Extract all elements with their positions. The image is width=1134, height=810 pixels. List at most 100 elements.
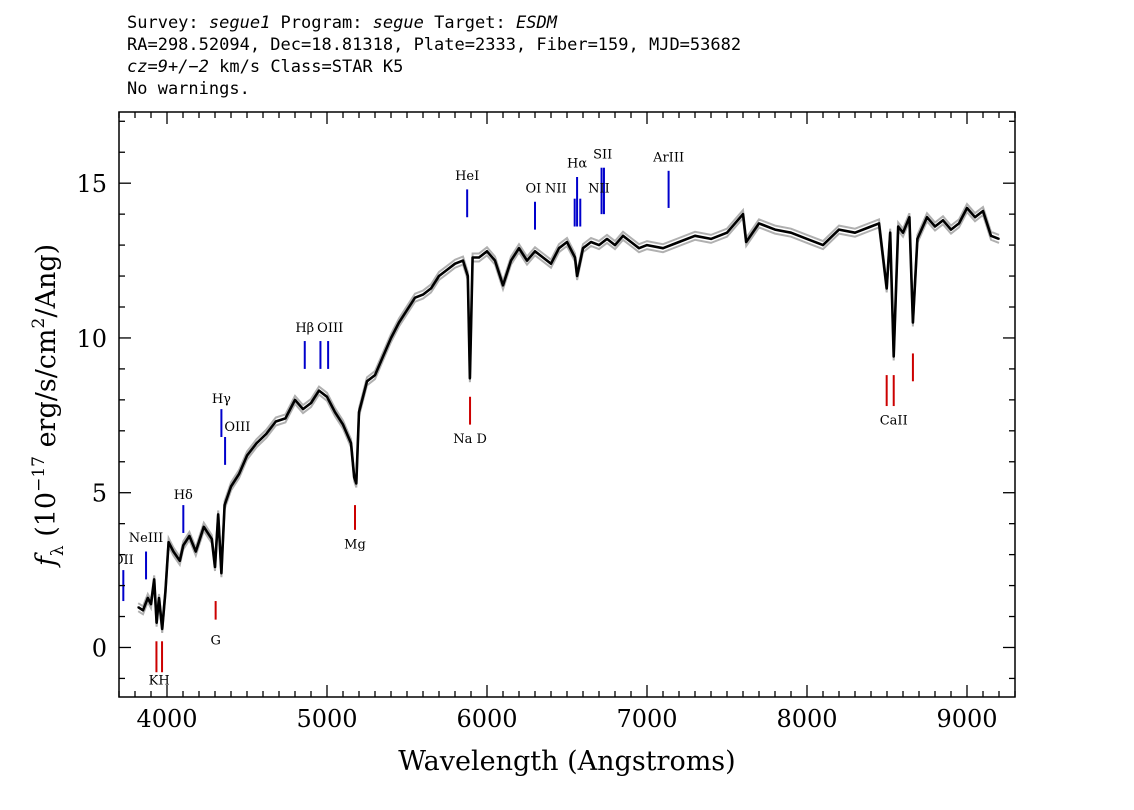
emission-line-label: OIII — [224, 420, 250, 435]
emission-line-label: Hγ — [212, 392, 231, 407]
spectrum-point — [934, 225, 936, 228]
spectrum-point — [774, 228, 776, 231]
emission-line-label: Hδ — [174, 488, 193, 503]
cz-value: =9+/−2 — [147, 57, 209, 77]
spectrum-point — [542, 256, 544, 259]
spectrum-point — [478, 256, 480, 259]
spectrum-point — [510, 259, 512, 262]
x-tick-label: 4000 — [136, 705, 197, 733]
y-axis-paren: (10 — [31, 492, 62, 545]
spectrum-point — [526, 259, 528, 262]
target-label: Target: — [423, 13, 516, 33]
spectrum-point — [366, 380, 368, 383]
spectrum-point — [926, 216, 928, 219]
axis-ticks: 4000 5000 6000 7000 8000 9000 0 5 10 15 — [76, 112, 1016, 733]
emission-line-label: NII — [545, 181, 567, 196]
absorption-line-label: Mg — [344, 537, 366, 552]
spectrum-point — [742, 213, 744, 216]
spectrum-point — [255, 442, 258, 445]
spectrum-point — [454, 262, 456, 265]
absorption-line-label: CaII — [880, 414, 908, 429]
spectrum-point — [164, 590, 167, 593]
spectrum-point — [167, 541, 170, 544]
spectrum-point — [534, 250, 536, 253]
spectrum-point — [188, 535, 191, 537]
spectrum-point — [161, 628, 164, 630]
y-tick-label: 15 — [76, 170, 107, 198]
emission-line-label: OI — [526, 181, 542, 196]
spectrum-point — [902, 231, 904, 234]
spectrum-point — [334, 411, 336, 414]
spectrum-header: Survey: segue1 Program: segue Target: ES… — [127, 12, 741, 100]
spectrum-point — [238, 473, 240, 475]
y-axis-f: f — [31, 552, 62, 568]
spectrum-point — [908, 216, 911, 219]
spectrum-point — [622, 234, 624, 237]
spectrum-point — [274, 420, 277, 423]
spectrum-point — [790, 231, 792, 234]
spectrum-point — [246, 454, 248, 457]
program-value: segue — [372, 13, 424, 33]
spectrum-point — [870, 225, 872, 228]
spectrum-point — [194, 550, 197, 553]
spectrum-point — [806, 238, 808, 240]
spectrum-point — [350, 442, 352, 445]
spectrum-point — [284, 417, 287, 420]
spectrum-line — [137, 206, 1000, 631]
spectrum-point — [590, 241, 592, 243]
spectrum-point — [422, 293, 424, 296]
spectrum-point — [614, 244, 616, 247]
header-line-redshift: cz=9+/−2 km/s Class=STAR K5 — [127, 56, 741, 78]
spectrum-point — [558, 247, 560, 250]
spectrum-point — [217, 513, 220, 516]
emission-line-label: Hα — [567, 157, 587, 172]
spectrum-point — [982, 210, 984, 212]
spectrum-point — [758, 222, 760, 225]
spectrum-point — [220, 572, 223, 575]
survey-label: Survey: — [127, 13, 209, 33]
survey-value: segue1 — [208, 13, 271, 33]
spectrum-point — [576, 275, 578, 277]
spectrum-point — [606, 238, 608, 240]
spectrum-point — [942, 219, 944, 222]
spectrum-point — [398, 321, 400, 324]
emission-line-label: NII — [588, 181, 610, 196]
spectrum-point — [353, 476, 356, 479]
spectrum-point — [355, 482, 358, 485]
emission-line-label: Hβ — [295, 321, 314, 336]
class-text: km/s Class=STAR K5 — [208, 57, 404, 77]
spectrum-point — [358, 411, 360, 414]
spectrum-point — [153, 578, 156, 581]
spectrum-point — [550, 262, 552, 265]
spectrum-point — [318, 389, 320, 392]
y-tick-label: 10 — [76, 325, 107, 353]
spectrum-point — [974, 216, 976, 219]
spectrum-point — [694, 234, 696, 237]
spectrum-point — [710, 238, 712, 240]
spectrum-point — [150, 603, 152, 605]
spectrum-point — [745, 241, 748, 243]
spectrum-point — [912, 321, 914, 324]
spectrum-point — [137, 606, 140, 609]
y-axis-unit-end: /Ang) — [31, 244, 62, 318]
spectrum-point — [566, 241, 568, 243]
spectrum-point — [502, 284, 504, 287]
emission-line-label: ArIII — [652, 151, 684, 166]
plot-frame — [118, 111, 1016, 698]
emission-line-label: OII — [113, 553, 134, 568]
x-tick-label: 9000 — [936, 705, 997, 733]
spectrum-point — [265, 433, 268, 435]
spectrum-point — [958, 222, 960, 225]
spectrum-point — [466, 275, 469, 277]
absorption-line-label: G — [210, 633, 220, 648]
spectrum-point — [302, 408, 304, 410]
spectrum-error-lower — [137, 210, 1000, 634]
spectrum-point — [210, 538, 213, 540]
spectrum-point — [854, 231, 856, 234]
spectrum-point — [146, 597, 149, 599]
spectrum-point — [892, 355, 895, 358]
y-tick-label: 5 — [92, 480, 107, 508]
x-axis-title: Wavelength (Angstroms) — [398, 746, 735, 777]
header-line-coordinates: RA=298.52094, Dec=18.81318, Plate=2333, … — [127, 35, 742, 55]
spectrum-point — [172, 550, 175, 553]
